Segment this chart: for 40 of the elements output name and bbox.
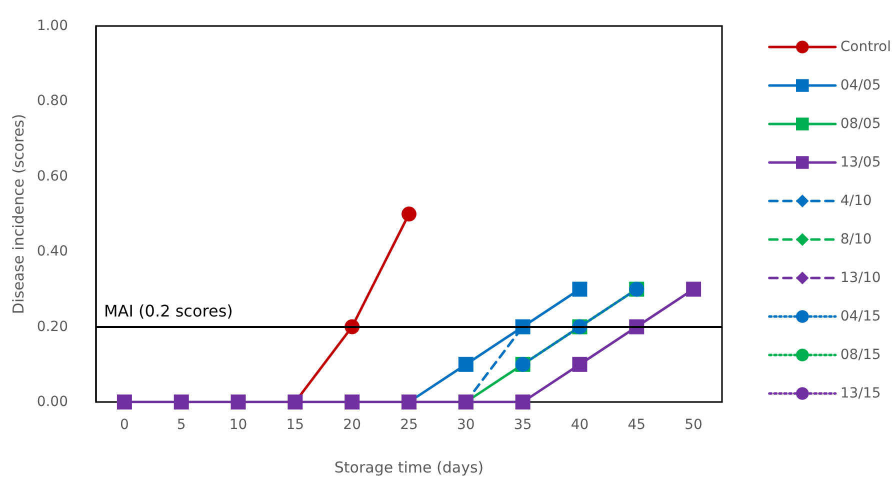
legend-label: 8/10 xyxy=(840,232,872,248)
legend-label: 08/05 xyxy=(840,116,881,132)
legend-label: 04/05 xyxy=(840,78,881,94)
x-tick-label: 0 xyxy=(120,417,129,433)
x-tick-label: 25 xyxy=(400,417,418,433)
point xyxy=(230,394,246,410)
legend-label: 13/10 xyxy=(840,270,881,286)
legend-label: 04/15 xyxy=(840,308,881,324)
legend-label: 13/05 xyxy=(840,154,881,170)
y-tick-label: 1.00 xyxy=(36,18,68,34)
point xyxy=(686,282,702,297)
x-tick-label: 20 xyxy=(343,417,362,433)
y-tick-label: 0.80 xyxy=(36,93,68,110)
point xyxy=(572,282,588,297)
point xyxy=(458,356,474,372)
point xyxy=(174,394,189,410)
point xyxy=(344,394,360,410)
legend-label: Control xyxy=(840,39,892,55)
x-tick-label: 5 xyxy=(176,417,186,433)
y-axis-title: Disease incidence (scores) xyxy=(9,114,28,314)
x-tick-label: 15 xyxy=(286,417,304,433)
ref-line-label: MAI (0.2 scores) xyxy=(104,301,233,320)
y-tick-label: 0.00 xyxy=(36,394,68,410)
point xyxy=(572,356,588,372)
x-tick-label: 10 xyxy=(229,417,248,433)
legend-label: 4/10 xyxy=(840,193,872,209)
x-tick-label: 30 xyxy=(456,417,475,433)
x-axis-title: Storage time (days) xyxy=(334,458,484,476)
y-tick-label: 0.60 xyxy=(36,168,68,184)
point xyxy=(402,206,416,222)
legend-label: 13/15 xyxy=(840,386,881,402)
y-tick-label: 0.20 xyxy=(36,318,68,335)
x-tick-label: 50 xyxy=(684,417,702,433)
x-tick-label: 45 xyxy=(628,417,646,433)
x-tick-label: 40 xyxy=(570,417,589,433)
point xyxy=(515,394,530,410)
point xyxy=(116,394,132,410)
legend-label: 08/15 xyxy=(840,347,881,363)
x-tick-label: 35 xyxy=(514,417,532,433)
y-tick-label: 0.40 xyxy=(36,244,68,260)
